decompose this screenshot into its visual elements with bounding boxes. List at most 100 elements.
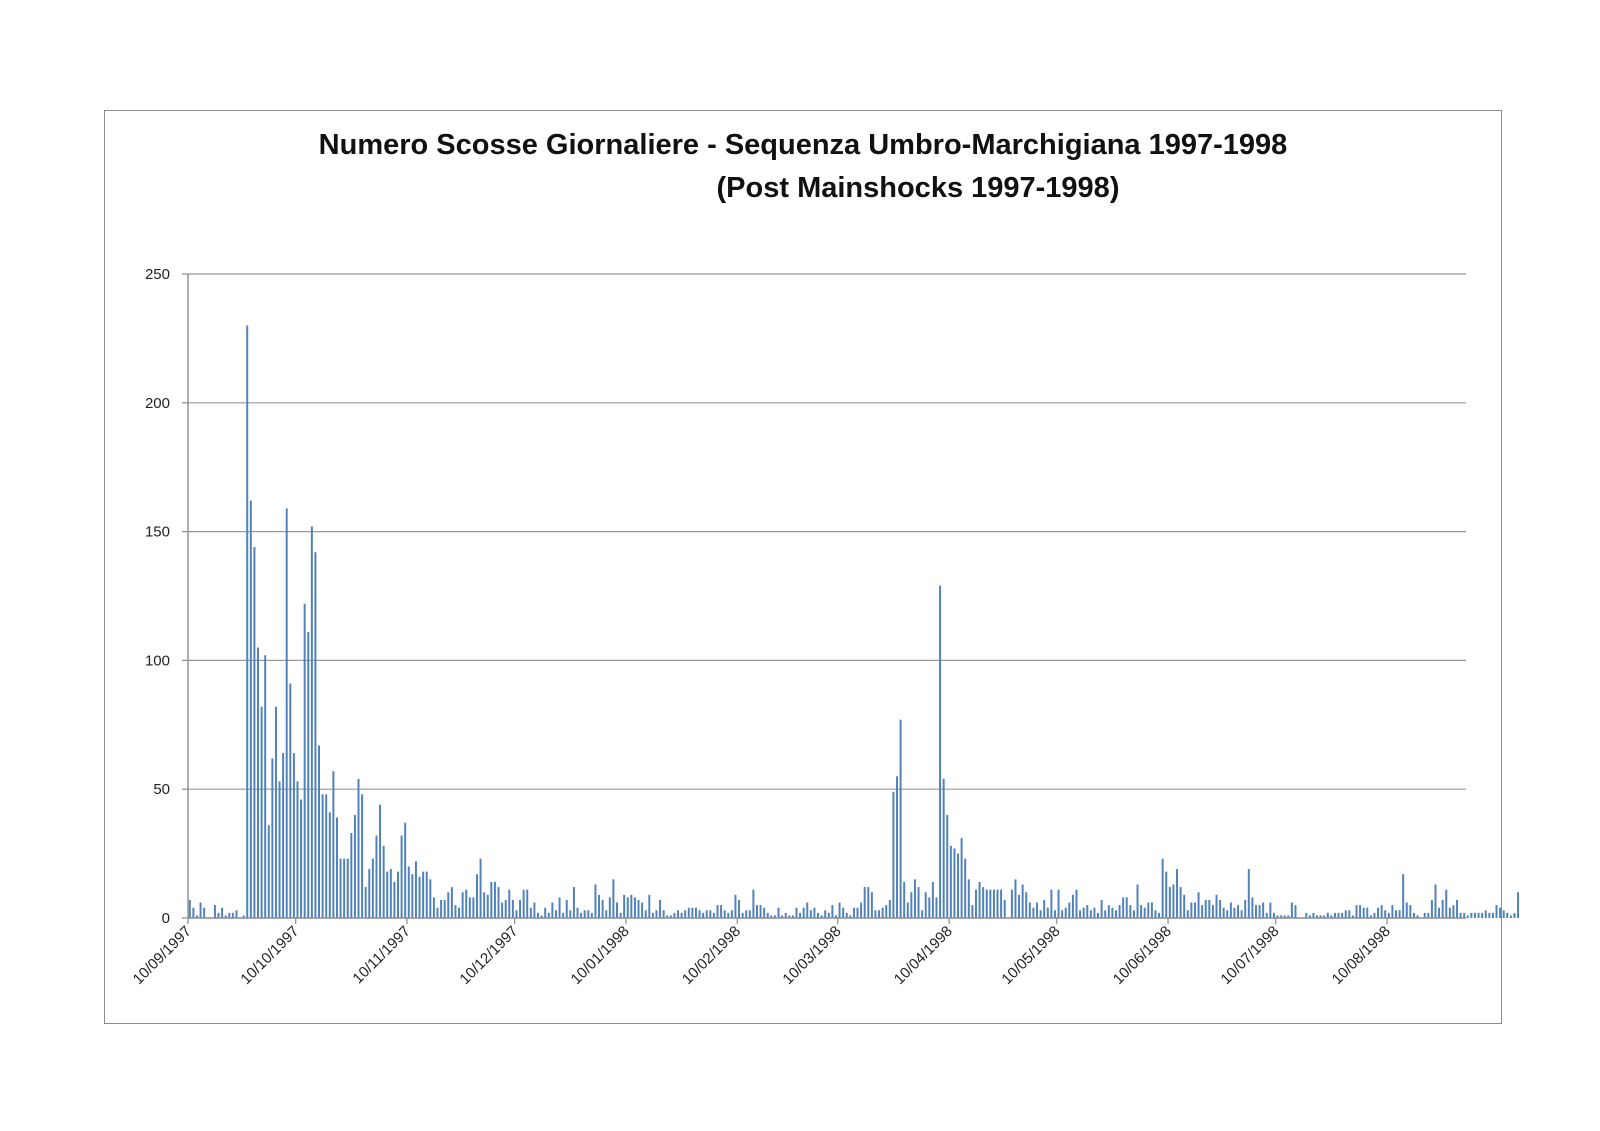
bar (303, 603, 306, 918)
bar (1366, 907, 1369, 918)
bar (274, 706, 277, 918)
bar (1308, 915, 1311, 918)
bar (992, 889, 995, 918)
bar (310, 526, 313, 918)
bar (565, 899, 568, 918)
bar (791, 915, 794, 918)
bar (1290, 902, 1293, 918)
bar (971, 905, 974, 918)
bar (623, 894, 626, 918)
bar (493, 881, 496, 918)
bar (540, 915, 543, 918)
bar (824, 910, 827, 918)
bar (192, 907, 195, 918)
bar (1208, 899, 1211, 918)
bar (231, 912, 234, 918)
bar (1158, 912, 1161, 918)
bar (1316, 915, 1318, 918)
bar (1118, 905, 1121, 918)
bar (407, 866, 410, 918)
bar (1179, 887, 1182, 918)
bar (572, 887, 575, 918)
bar (282, 753, 285, 918)
bar (1305, 912, 1308, 918)
bar (1441, 899, 1444, 918)
bar (1075, 889, 1078, 918)
bar (1517, 892, 1520, 918)
bar (1093, 907, 1096, 918)
bar (1122, 897, 1125, 918)
bar (1136, 884, 1139, 918)
bar (1204, 899, 1207, 918)
bar (328, 812, 331, 918)
bar (443, 899, 446, 918)
bar (458, 907, 461, 918)
y-tick-label: 100 (145, 652, 170, 669)
bar (651, 912, 654, 918)
bar (960, 838, 963, 918)
bar (389, 869, 392, 918)
bar (300, 799, 303, 918)
bar (669, 915, 672, 918)
bar (942, 778, 945, 918)
bar (425, 871, 428, 918)
bar (845, 912, 848, 918)
bar (806, 902, 809, 918)
bar (809, 910, 812, 918)
bar (397, 871, 399, 918)
bar (339, 858, 342, 918)
bar (508, 889, 511, 918)
x-tick-label: 10/11/1997 (349, 923, 413, 987)
bar (335, 817, 338, 918)
bar (1269, 902, 1272, 918)
bar (1452, 905, 1455, 918)
bar (712, 912, 715, 918)
bar (224, 915, 227, 918)
bar (838, 902, 841, 918)
bar (1402, 874, 1405, 918)
bar (271, 758, 274, 918)
bar (1412, 912, 1415, 918)
bar (1132, 910, 1135, 918)
bar (1050, 889, 1053, 918)
bar (1323, 915, 1326, 918)
y-tick-labels: 0 50 100 150 200 250 (145, 266, 188, 927)
y-tick-label: 150 (145, 524, 170, 541)
bar (400, 835, 403, 918)
bar (1226, 910, 1229, 918)
bar (576, 907, 579, 918)
bar (314, 552, 317, 918)
bar (1219, 899, 1222, 918)
bar (626, 897, 629, 918)
bar (1039, 910, 1042, 918)
bar (1079, 910, 1082, 918)
bar (242, 915, 245, 918)
bar (1186, 910, 1189, 918)
bar (766, 912, 769, 918)
bar (831, 905, 834, 918)
bar (375, 835, 378, 918)
bar (465, 889, 468, 918)
bar (1513, 912, 1516, 918)
bar (924, 892, 927, 918)
bar (874, 910, 877, 918)
bar (860, 902, 863, 918)
bar (368, 869, 371, 918)
bar (1025, 892, 1028, 918)
bar (867, 887, 870, 918)
bar (641, 902, 644, 918)
bar (1190, 902, 1193, 918)
bar (1384, 910, 1387, 918)
bar (1064, 907, 1067, 918)
bar (554, 910, 557, 918)
bar (1021, 884, 1024, 918)
bar (921, 910, 924, 918)
bar (1491, 912, 1494, 918)
bar (522, 889, 525, 918)
bar (1258, 905, 1261, 918)
bar (1061, 910, 1064, 918)
bar (1010, 889, 1013, 918)
bar (440, 899, 443, 918)
bar (608, 897, 611, 918)
bar (483, 892, 486, 918)
